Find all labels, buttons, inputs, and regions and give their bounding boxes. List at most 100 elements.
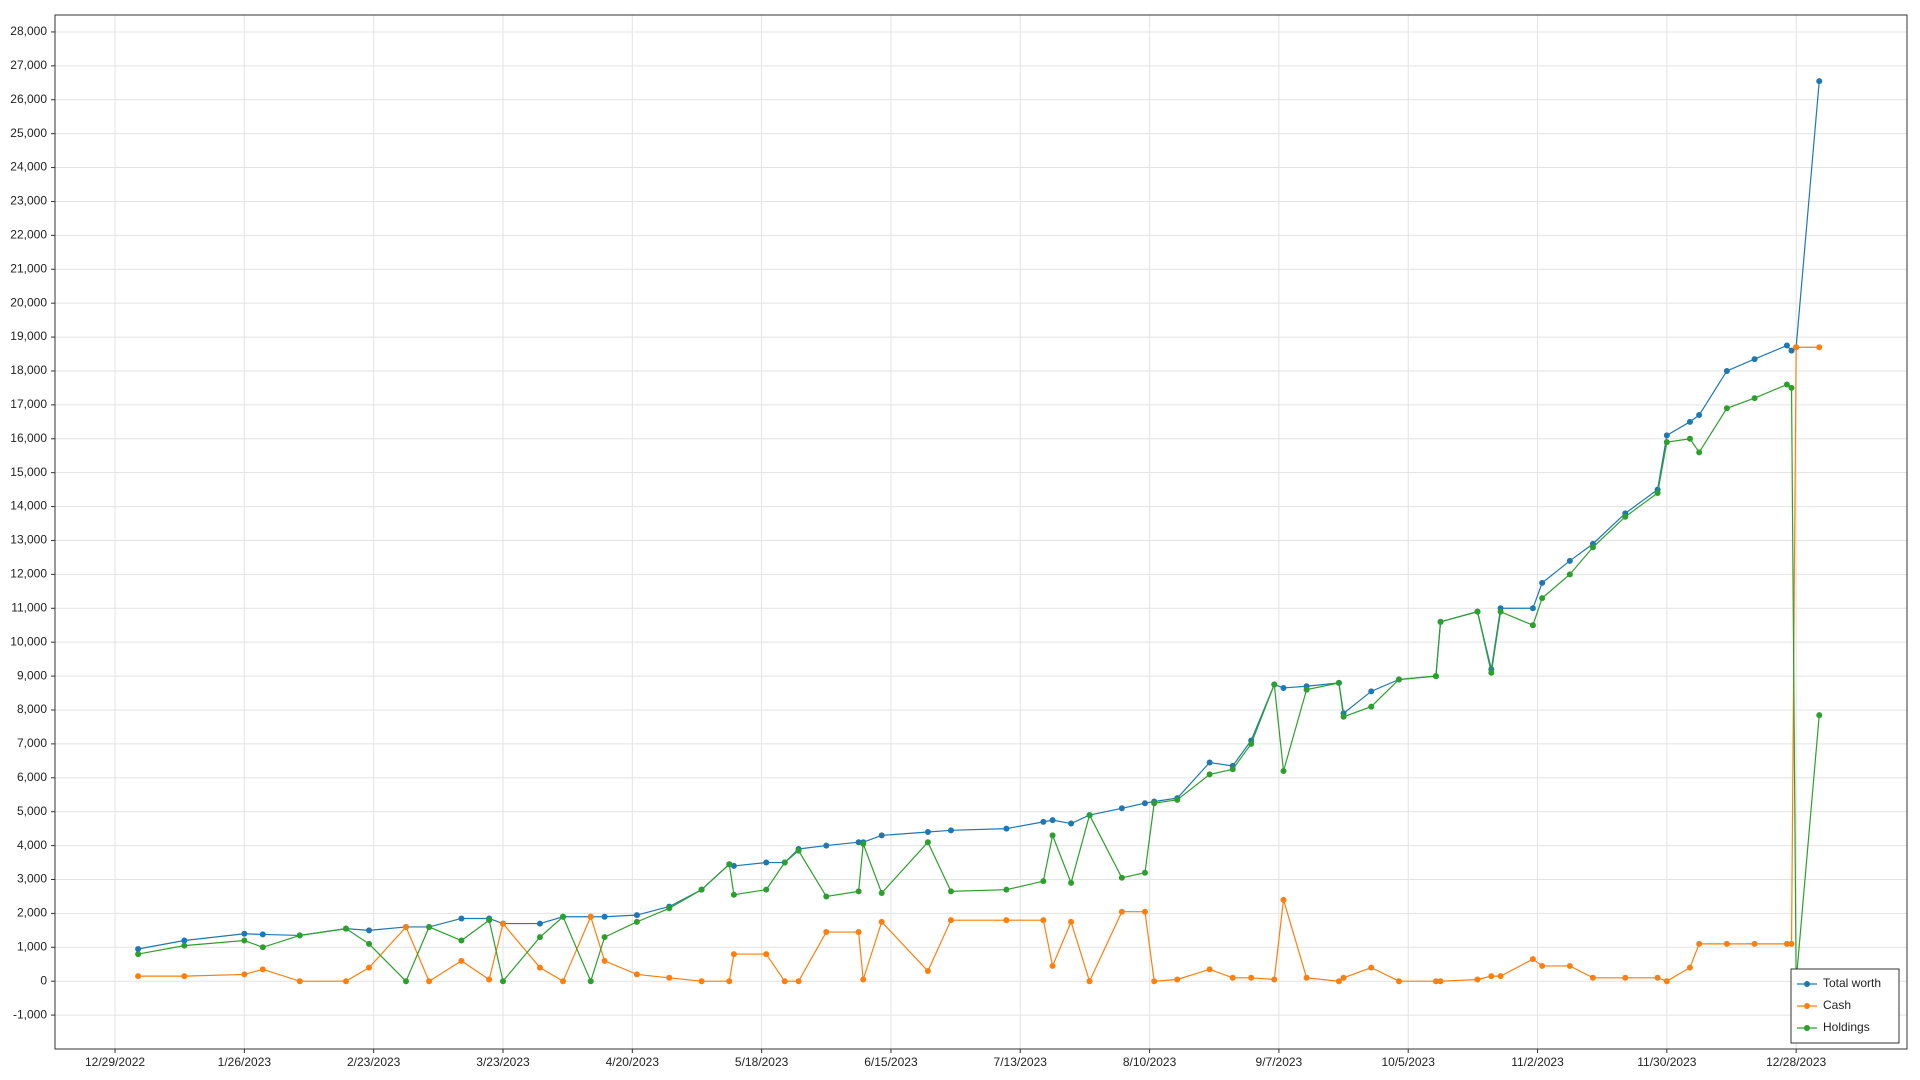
- point: [1368, 964, 1375, 971]
- point: [601, 957, 608, 964]
- point: [366, 927, 373, 934]
- point: [1049, 962, 1056, 969]
- y-tick-label: 10,000: [10, 634, 47, 648]
- y-tick-label: 4,000: [17, 838, 47, 852]
- point: [366, 940, 373, 947]
- y-tick-label: 23,000: [10, 194, 47, 208]
- point: [1118, 805, 1125, 812]
- point: [1696, 940, 1703, 947]
- legend: Total worth Cash Holdings: [1790, 968, 1900, 1044]
- point: [1589, 974, 1596, 981]
- point: [1151, 978, 1158, 985]
- point: [1335, 679, 1342, 686]
- point: [1788, 940, 1795, 947]
- point: [1654, 974, 1661, 981]
- point: [342, 925, 349, 932]
- point: [1068, 918, 1075, 925]
- point: [241, 930, 248, 937]
- point: [499, 920, 506, 927]
- point: [1783, 342, 1790, 349]
- point: [1497, 973, 1504, 980]
- y-tick-label: 24,000: [10, 160, 47, 174]
- point: [1723, 405, 1730, 412]
- point: [1368, 688, 1375, 695]
- point: [730, 951, 737, 958]
- y-tick-label: 6,000: [17, 770, 47, 784]
- point: [1040, 878, 1047, 885]
- point: [795, 978, 802, 985]
- point: [342, 978, 349, 985]
- point: [1751, 356, 1758, 363]
- point: [1686, 418, 1693, 425]
- series-line: [138, 383, 1820, 983]
- point: [426, 923, 433, 930]
- x-tick-label: 12/28/2023: [1766, 1055, 1826, 1069]
- y-tick-label: 28,000: [10, 24, 47, 38]
- point: [1474, 976, 1481, 983]
- point: [666, 905, 673, 912]
- point: [1003, 825, 1010, 832]
- point: [536, 920, 543, 927]
- x-tick-label: 12/29/2022: [85, 1055, 145, 1069]
- point: [795, 847, 802, 854]
- point: [947, 917, 954, 924]
- point: [1751, 940, 1758, 947]
- point: [1437, 618, 1444, 625]
- point: [1206, 771, 1213, 778]
- point: [259, 931, 266, 938]
- legend-label: Cash: [1823, 998, 1851, 1012]
- point: [1788, 384, 1795, 391]
- point: [587, 978, 594, 985]
- point: [1686, 964, 1693, 971]
- point: [781, 978, 788, 985]
- y-tick-label: 19,000: [10, 329, 47, 343]
- point: [1118, 874, 1125, 881]
- point: [366, 964, 373, 971]
- point: [1539, 579, 1546, 586]
- point: [1271, 976, 1278, 983]
- point: [1248, 974, 1255, 981]
- point: [1566, 962, 1573, 969]
- x-tick-label: 11/2/2023: [1511, 1055, 1564, 1069]
- point: [763, 951, 770, 958]
- point: [1206, 966, 1213, 973]
- point: [730, 862, 737, 869]
- point: [536, 934, 543, 941]
- point: [1663, 439, 1670, 446]
- point: [1040, 818, 1047, 825]
- point: [730, 891, 737, 898]
- point: [1497, 608, 1504, 615]
- y-tick-label: 20,000: [10, 295, 47, 309]
- point: [135, 945, 142, 952]
- point: [181, 942, 188, 949]
- point: [1432, 673, 1439, 680]
- x-tick-label: 7/13/2023: [994, 1055, 1048, 1069]
- point: [1206, 759, 1213, 766]
- y-tick-label: 5,000: [17, 804, 47, 818]
- point: [560, 913, 567, 920]
- x-tick-label: 6/15/2023: [864, 1055, 918, 1069]
- point: [726, 978, 733, 985]
- point: [296, 978, 303, 985]
- point: [878, 918, 885, 925]
- point: [855, 839, 862, 846]
- x-tick-label: 1/26/2023: [218, 1055, 272, 1069]
- point: [296, 932, 303, 939]
- point: [1395, 676, 1402, 683]
- point: [1589, 544, 1596, 551]
- point: [486, 917, 493, 924]
- point: [1174, 796, 1181, 803]
- point: [1751, 395, 1758, 402]
- point: [1086, 812, 1093, 819]
- point: [1793, 344, 1800, 351]
- point: [1303, 974, 1310, 981]
- point: [1539, 962, 1546, 969]
- point: [426, 978, 433, 985]
- x-tick-label: 5/18/2023: [735, 1055, 789, 1069]
- x-tick-label: 3/23/2023: [476, 1055, 530, 1069]
- point: [823, 929, 830, 936]
- point: [698, 886, 705, 893]
- point: [1303, 686, 1310, 693]
- legend-marker: [1804, 1025, 1810, 1031]
